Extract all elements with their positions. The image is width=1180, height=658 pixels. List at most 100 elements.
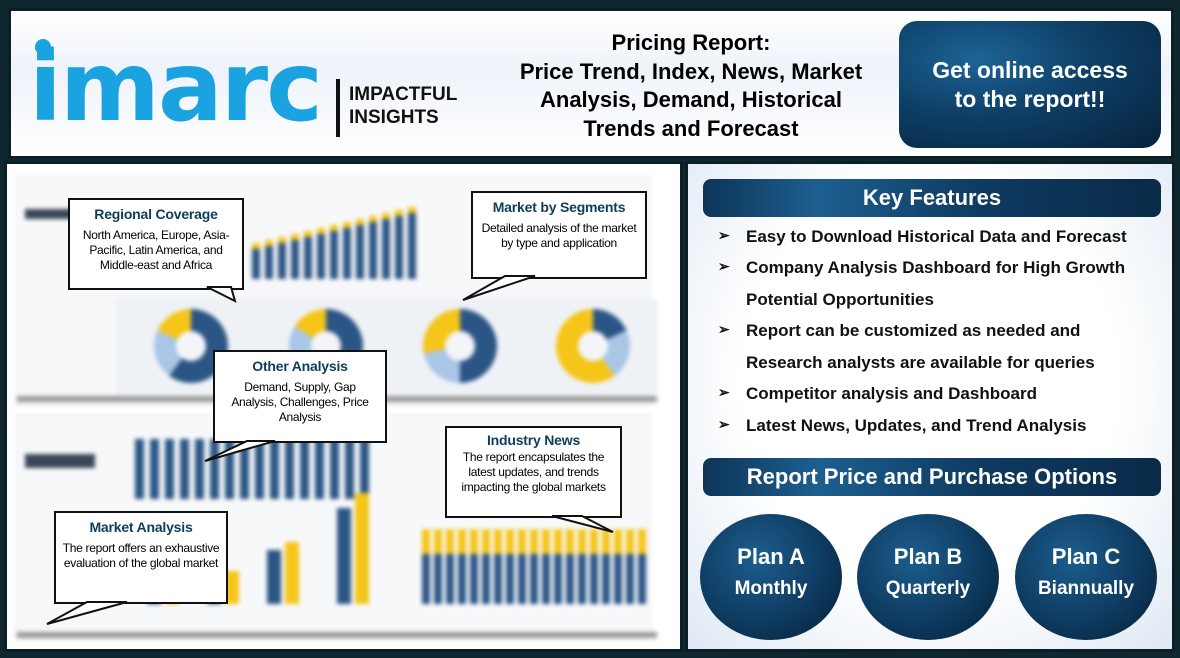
decorative-bar <box>330 231 338 279</box>
decorative-bar <box>150 439 159 499</box>
decorative-bar <box>470 529 478 554</box>
callout-market-analysis: Market Analysis The report offers an exha… <box>54 511 228 604</box>
imarc-logo: imarc <box>29 31 323 143</box>
decorative-bar <box>518 554 526 604</box>
decorative-bar <box>252 249 260 279</box>
decorative-bar <box>530 529 538 554</box>
decorative-bar <box>530 554 538 604</box>
arrow-bullet-icon: ➢ <box>718 384 730 400</box>
decorative-bar <box>285 542 299 604</box>
decorative-bar <box>356 219 364 225</box>
decorative-bar <box>278 243 286 279</box>
decorative-bar <box>434 529 442 554</box>
decorative-bar <box>395 210 403 216</box>
tagline: IMPACTFUL INSIGHTS <box>349 84 458 128</box>
feature-text: Latest News, Updates, and Trend Analysis <box>746 416 1087 435</box>
get-online-access-button[interactable]: Get online access to the report!! <box>899 21 1161 148</box>
plan-c-button[interactable]: Plan C Biannually <box>1015 514 1157 640</box>
feature-text: Company Analysis Dashboard for High Grow… <box>746 258 1126 277</box>
decorative-bar <box>315 439 324 499</box>
decorative-bar <box>225 571 239 604</box>
callout-market-by-segments: Market by Segments Detailed analysis of t… <box>471 191 647 279</box>
logo-divider <box>336 79 340 137</box>
decorative-bar <box>578 529 586 554</box>
blurred-dashboard <box>7 164 680 649</box>
arrow-bullet-icon: ➢ <box>718 227 730 243</box>
decorative-donut <box>556 309 630 383</box>
decorative-bar <box>300 439 309 499</box>
decorative-bar <box>578 554 586 604</box>
decorative-bar <box>291 234 299 240</box>
decorative-bar <box>566 529 574 554</box>
feature-text: Easy to Download Historical Data and For… <box>746 227 1127 246</box>
logo-dot <box>35 39 51 55</box>
decorative-bar <box>494 529 502 554</box>
decorative-bar <box>252 243 260 249</box>
decorative-bar <box>369 216 377 222</box>
decorative-bar <box>278 237 286 243</box>
header-banner: imarc IMPACTFUL INSIGHTS Pricing Report: P… <box>8 8 1174 159</box>
decorative-bar <box>638 529 646 554</box>
decorative-bar <box>382 219 390 279</box>
decorative-bar <box>285 439 294 499</box>
decorative-bar <box>638 554 646 604</box>
decorative-bar <box>590 529 598 554</box>
arrow-bullet-icon: ➢ <box>718 258 730 274</box>
decorative-bar <box>317 234 325 279</box>
decorative-bar <box>395 216 403 279</box>
decorative-bar <box>180 439 189 499</box>
plan-b-button[interactable]: Plan B Quarterly <box>857 514 999 640</box>
decorative-bar <box>240 439 249 499</box>
decorative-bar <box>542 554 550 604</box>
decorative-bar <box>345 439 354 499</box>
decorative-bar <box>304 231 312 237</box>
decorative-bar <box>165 439 174 499</box>
decorative-bar <box>355 493 369 604</box>
decorative-bar <box>614 554 622 604</box>
decorative-bar <box>506 529 514 554</box>
decorative-bar <box>337 508 351 604</box>
decorative-bar <box>360 439 369 499</box>
dashboard-preview: Regional Coverage North America, Europe, … <box>4 161 683 652</box>
callout-pointers <box>46 275 614 625</box>
decorative-bar <box>602 554 610 604</box>
callout-regional-coverage: Regional Coverage North America, Europe, … <box>68 198 244 290</box>
decorative-bar <box>343 228 351 279</box>
callout-industry-news: Industry News The report encapsulates the… <box>445 426 622 518</box>
decorative-bar <box>304 237 312 279</box>
plan-a-button[interactable]: Plan A Monthly <box>700 514 842 640</box>
decorative-bar <box>291 240 299 279</box>
decorative-bar <box>602 529 610 554</box>
decorative-bar <box>265 246 273 279</box>
decorative-bar <box>458 529 466 554</box>
decorative-bar <box>458 554 466 604</box>
decorative-bar <box>422 554 430 604</box>
decorative-bar <box>590 554 598 604</box>
decorative-bar <box>518 529 526 554</box>
arrow-bullet-icon: ➢ <box>718 416 730 432</box>
decorative-bar <box>482 554 490 604</box>
decorative-donut <box>423 309 497 383</box>
decorative-bar <box>330 225 338 231</box>
key-features-heading: Key Features <box>703 179 1161 217</box>
decorative-bar <box>554 554 562 604</box>
decorative-bar <box>494 554 502 604</box>
decorative-bar <box>542 529 550 554</box>
features-panel: Key Features ➢ Easy to Download Historica… <box>685 161 1175 652</box>
feature-text: Report can be customized as needed and <box>746 321 1081 340</box>
decorative-bar <box>195 439 204 499</box>
decorative-bar <box>422 529 430 554</box>
decorative-bar <box>270 439 279 499</box>
decorative-bar <box>408 213 416 279</box>
decorative-bar <box>382 213 390 219</box>
decorative-bar <box>626 529 634 554</box>
decorative-bar <box>317 228 325 234</box>
decorative-bar <box>210 439 219 499</box>
decorative-bar <box>626 554 634 604</box>
decorative-bar <box>554 529 562 554</box>
arrow-bullet-icon: ➢ <box>718 321 730 337</box>
decorative-bar <box>135 439 144 499</box>
decorative-bar <box>566 554 574 604</box>
decorative-bar <box>446 529 454 554</box>
feature-text: Competitor analysis and Dashboard <box>746 384 1037 403</box>
